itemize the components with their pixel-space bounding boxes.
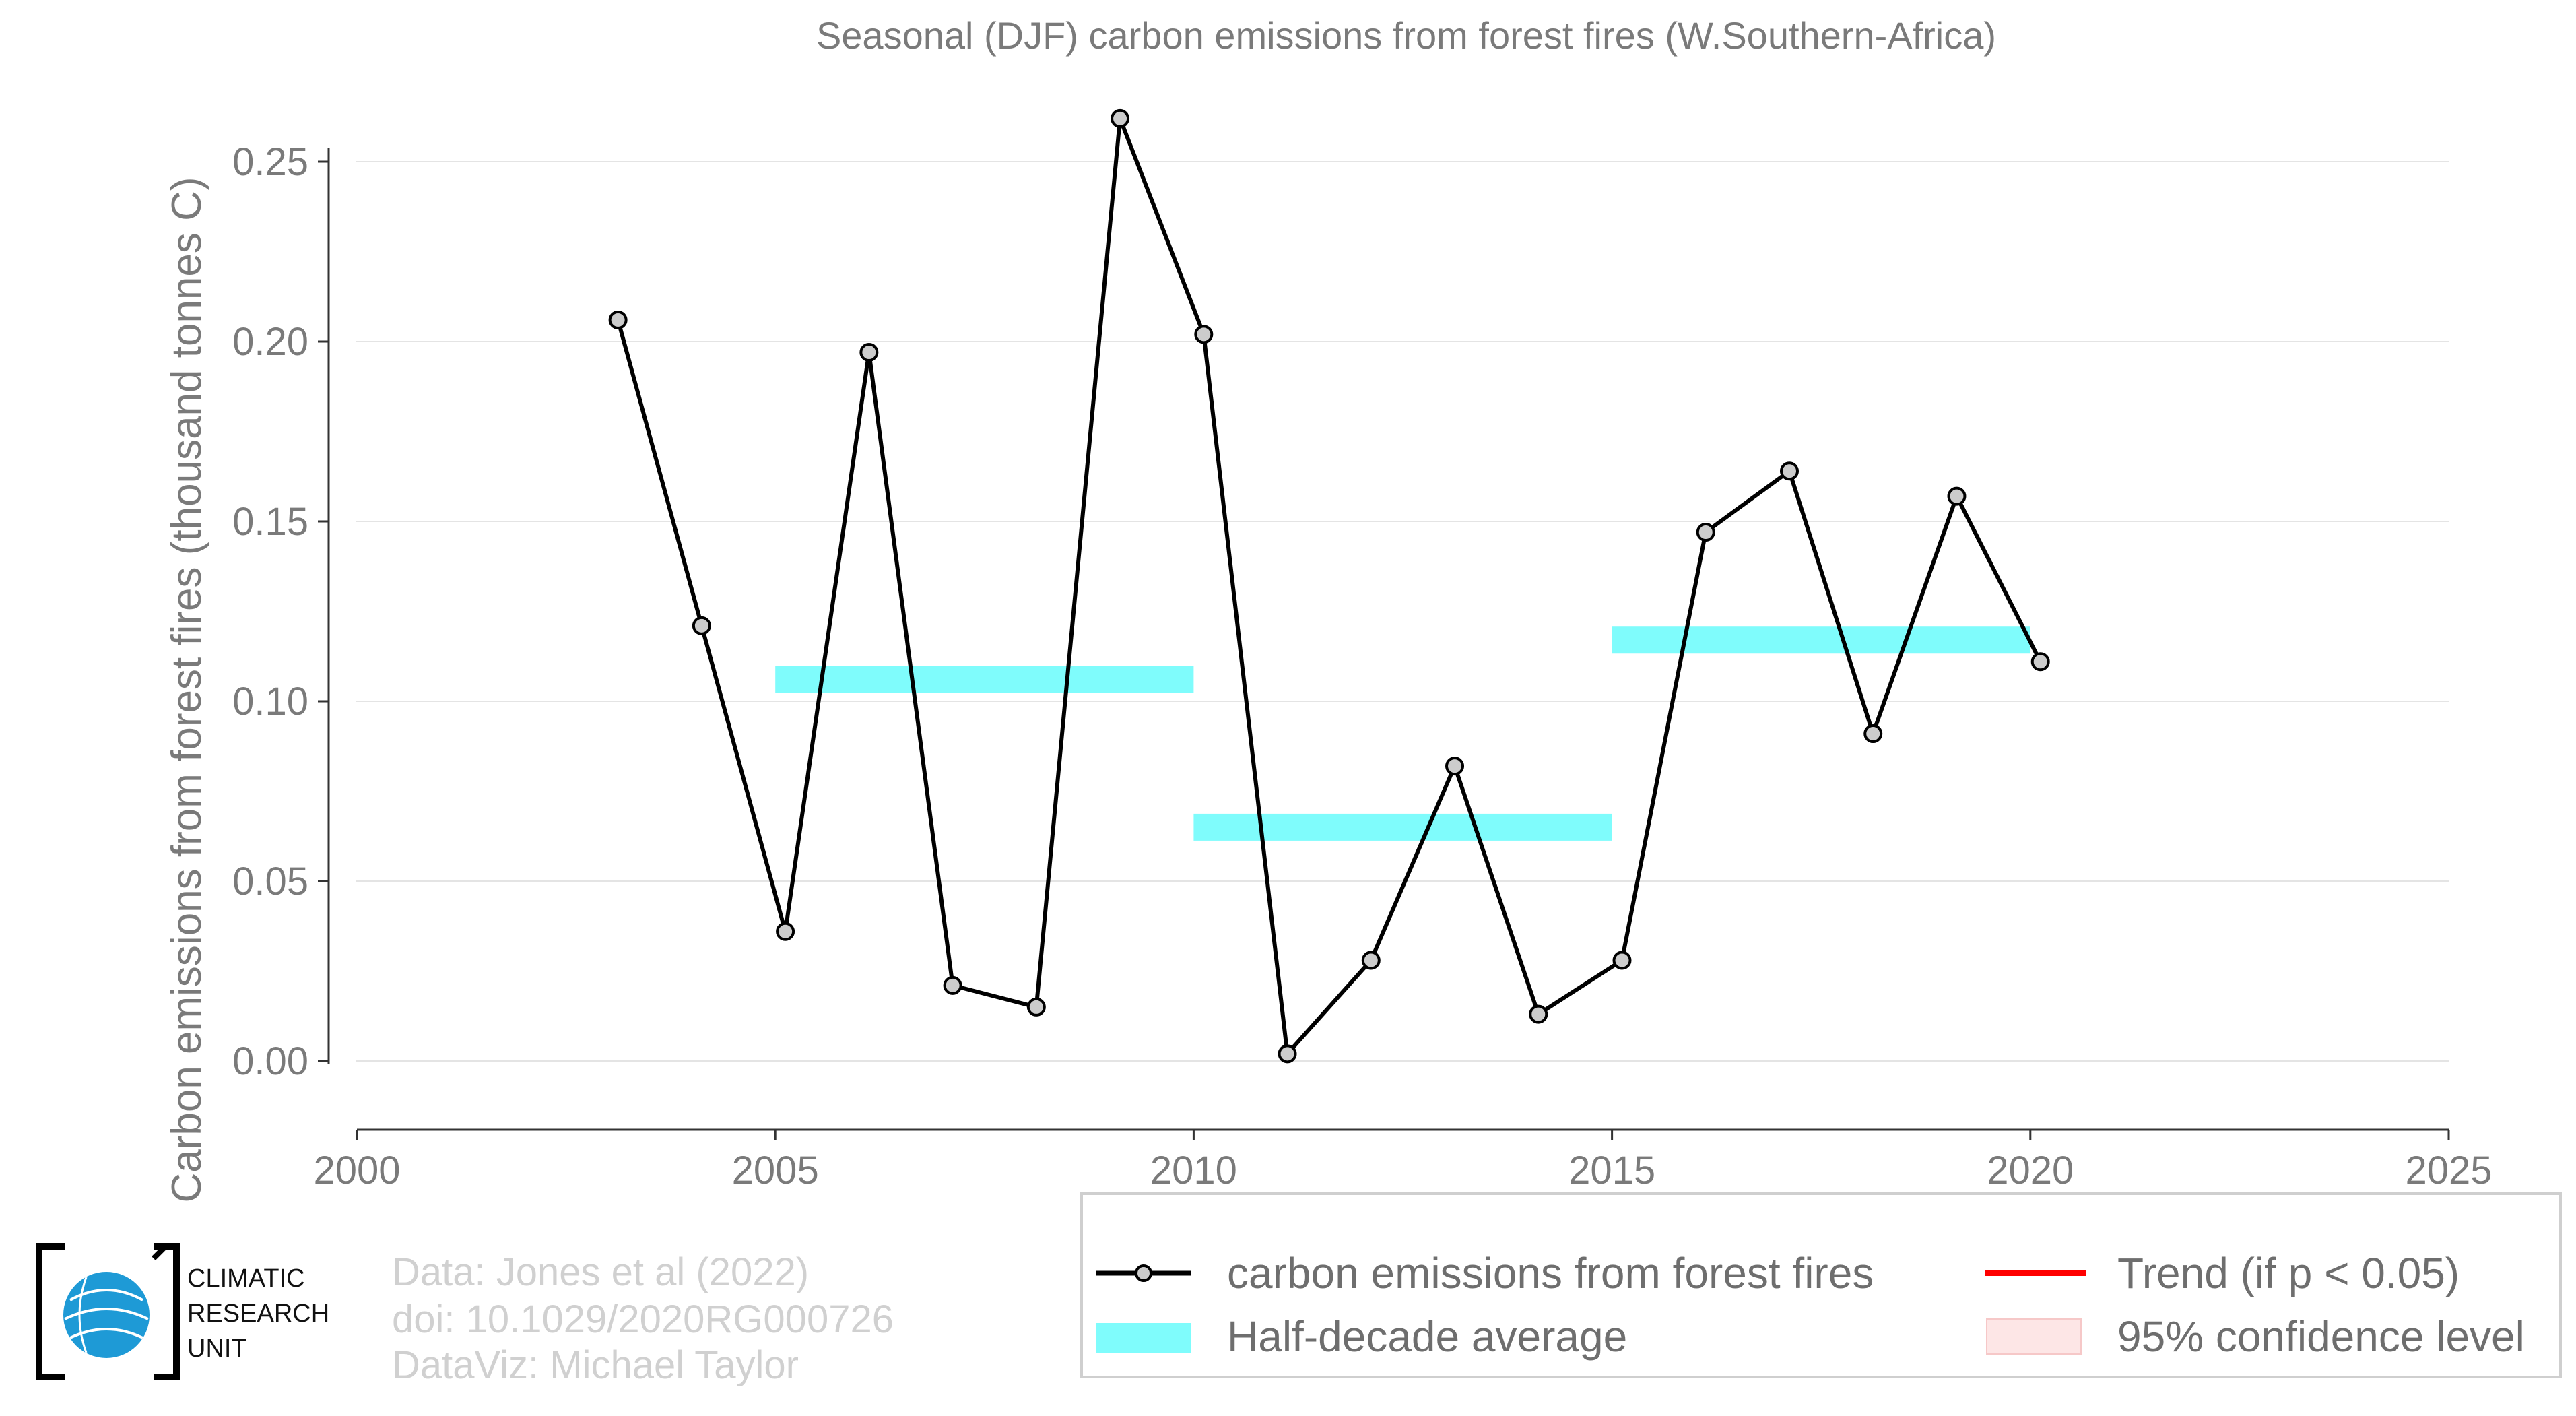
data-point	[1863, 724, 1883, 744]
data-point	[1947, 486, 1967, 506]
y-tick-label: 0.10	[232, 680, 308, 723]
legend-item-confidence: 95% confidence level	[1986, 1312, 2525, 1361]
x-tick-label: 2025	[2405, 1149, 2492, 1192]
data-point	[1529, 1004, 1548, 1024]
data-point	[943, 975, 962, 995]
data-point	[776, 922, 795, 941]
x-tick-label: 2000	[313, 1149, 400, 1192]
half-decade-bands	[775, 626, 2030, 841]
logo-line-3: UNIT	[187, 1334, 247, 1363]
legend-confidence-label: 95% confidence level	[2117, 1312, 2525, 1361]
credit-data: Data: Jones et al (2022)	[392, 1250, 809, 1294]
credit-dataviz: DataViz: Michael Taylor	[392, 1343, 799, 1387]
half-decade-bar	[775, 666, 1194, 693]
globe-icon	[63, 1272, 150, 1358]
data-point	[1026, 997, 1046, 1017]
y-tick-label: 0.15	[232, 500, 308, 544]
y-axis-label: Carbon emissions from forest fires (thou…	[164, 176, 210, 1202]
logo-left-bracket	[36, 1243, 65, 1380]
data-point	[1361, 951, 1381, 970]
legend: carbon emissions from forest fires Trend…	[1080, 1192, 2562, 1378]
data-point	[2030, 652, 2050, 672]
data-point	[1194, 325, 1214, 344]
x-tick-label: 2010	[1150, 1149, 1237, 1192]
data-point	[1696, 523, 1715, 542]
data-point	[608, 310, 628, 329]
x-tick-label: 2015	[1568, 1149, 1655, 1192]
logo-right-bracket	[154, 1243, 180, 1380]
legend-confidence-swatch	[1986, 1318, 2082, 1355]
y-tick-label: 0.25	[232, 140, 308, 184]
credits: Data: Jones et al (2022) doi: 10.1029/20…	[392, 1250, 894, 1387]
data-point	[1445, 757, 1465, 776]
legend-half-decade-label: Half-decade average	[1227, 1312, 1627, 1361]
legend-frame	[1080, 1192, 2562, 1378]
legend-item-series: carbon emissions from forest fires	[1096, 1249, 1874, 1297]
x-tick-label: 2005	[732, 1149, 819, 1192]
data-point	[859, 343, 879, 362]
gridlines	[356, 161, 2449, 1062]
chart-title: Seasonal (DJF) carbon emissions from for…	[816, 14, 1996, 57]
logo-slash	[152, 1243, 169, 1260]
axes: 0.00 0.05 0.10 0.15 0.20 0.25 2000 2005 2010 2015…	[232, 140, 2492, 1192]
legend-trend-label: Trend (if p < 0.05)	[2117, 1249, 2459, 1297]
data-point	[1612, 951, 1632, 970]
half-decade-bar	[1612, 626, 2030, 654]
x-tick-label: 2020	[1987, 1149, 2074, 1192]
legend-item-half-decade: Half-decade average	[1096, 1312, 1627, 1361]
logo-line-1: CLIMATIC	[187, 1264, 305, 1293]
y-tick-label: 0.20	[232, 320, 308, 364]
data-point	[692, 616, 711, 635]
legend-series-marker	[1135, 1264, 1152, 1282]
legend-series-label: carbon emissions from forest fires	[1227, 1249, 1874, 1297]
half-decade-bar	[1193, 813, 1612, 841]
data-point	[1278, 1044, 1297, 1064]
legend-half-decade-swatch	[1096, 1323, 1191, 1353]
data-series	[616, 116, 2043, 1056]
y-tick-label: 0.00	[232, 1039, 308, 1083]
y-tick-label: 0.05	[232, 860, 308, 903]
legend-item-trend: Trend (if p < 0.05)	[1985, 1249, 2459, 1297]
data-points	[608, 108, 2050, 1064]
data-point	[1111, 108, 1130, 128]
data-point	[1779, 461, 1799, 481]
series-line	[616, 116, 2043, 1056]
credit-doi: doi: 10.1029/2020RG000726	[392, 1297, 894, 1341]
logo-line-2: RESEARCH	[187, 1299, 329, 1328]
cru-logo: CLIMATIC RESEARCH UNIT	[36, 1243, 329, 1380]
